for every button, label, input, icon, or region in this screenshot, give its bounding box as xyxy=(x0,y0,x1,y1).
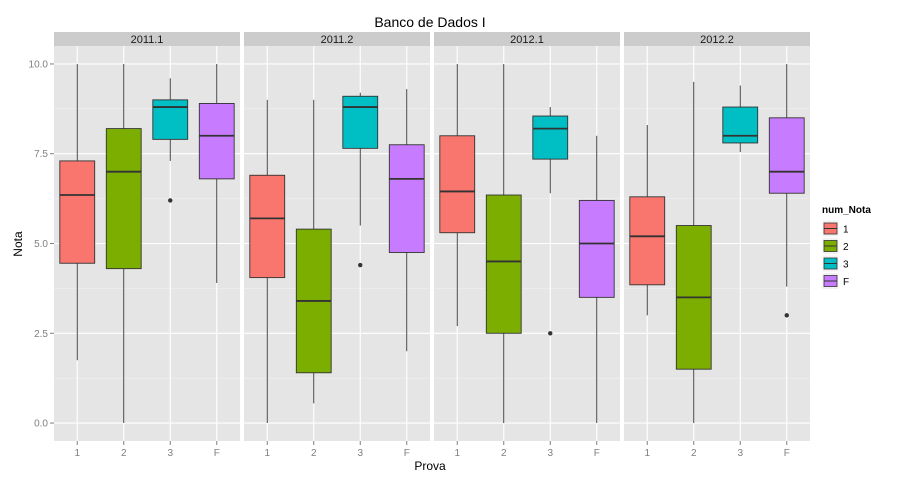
facet-strip xyxy=(624,32,810,46)
chart-title: Banco de Dados I xyxy=(374,14,485,30)
box-2 xyxy=(105,63,142,424)
box-body xyxy=(198,103,235,180)
facet-strip-label: 2012.2 xyxy=(700,34,734,46)
legend-label: 3 xyxy=(843,260,849,271)
box-2 xyxy=(295,99,332,404)
legend-label: 1 xyxy=(843,225,849,236)
box-body xyxy=(388,144,425,253)
x-tick-label: 3 xyxy=(357,448,363,459)
box-1 xyxy=(249,99,286,424)
x-tick-label: 2 xyxy=(501,448,507,459)
facet-strip xyxy=(434,32,620,46)
box-body xyxy=(629,196,666,286)
x-tick-label: 2 xyxy=(121,448,127,459)
box-body xyxy=(152,99,189,140)
box-body xyxy=(532,115,569,160)
box-3 xyxy=(532,107,569,336)
facet-strip-label: 2012.1 xyxy=(510,34,544,46)
legend-label: 2 xyxy=(843,242,849,253)
y-tick-label: 0.0 xyxy=(34,419,48,430)
box-F xyxy=(388,89,425,352)
plot-area: 0.0 2.5 5.0 7.5 10.0 2011.1 1 2 3 F 2011.2 1 2 3 F 2012… xyxy=(29,32,810,459)
y-axis-title: Nota xyxy=(11,231,25,257)
outlier-point xyxy=(168,198,173,203)
box-2 xyxy=(675,81,712,424)
x-tick-label: 1 xyxy=(264,448,270,459)
box-F xyxy=(198,63,235,283)
legend-label: F xyxy=(843,277,849,288)
x-tick-label: 3 xyxy=(167,448,173,459)
box-body xyxy=(342,95,379,149)
x-tick-label: F xyxy=(214,448,220,459)
y-tick-label: 5.0 xyxy=(34,239,48,250)
box-body xyxy=(59,160,96,264)
facet-strip xyxy=(244,32,430,46)
box-F xyxy=(768,63,805,318)
x-tick-label: 3 xyxy=(547,448,553,459)
x-tick-label: F xyxy=(404,448,410,459)
x-tick-label: 3 xyxy=(737,448,743,459)
box-body xyxy=(439,135,476,234)
x-tick-label: F xyxy=(784,448,790,459)
box-body xyxy=(485,194,522,334)
legend-title: num_Nota xyxy=(822,205,871,216)
outlier-point xyxy=(358,262,363,268)
x-tick-label: 1 xyxy=(644,448,650,459)
x-tick-label: 1 xyxy=(74,448,80,459)
box-3 xyxy=(342,92,379,268)
box-1 xyxy=(439,63,476,327)
y-tick-label: 10.0 xyxy=(29,59,49,70)
box-body xyxy=(578,199,615,298)
y-tick-label: 2.5 xyxy=(34,329,48,340)
box-body xyxy=(105,128,142,270)
box-1 xyxy=(59,63,96,361)
box-1 xyxy=(629,125,666,316)
box-body xyxy=(249,174,286,279)
x-tick-label: F xyxy=(594,448,600,459)
y-tick-label: 7.5 xyxy=(34,149,48,160)
x-tick-label: 2 xyxy=(311,448,317,459)
facet-strip-label: 2011.2 xyxy=(321,34,354,46)
legend: 1 2 3 F xyxy=(821,219,849,290)
box-body xyxy=(722,106,759,144)
outlier-point xyxy=(548,331,553,336)
box-F xyxy=(578,135,615,424)
facet-strip xyxy=(54,32,240,46)
facet-strip-label: 2011.1 xyxy=(131,34,164,46)
x-axis-title: Prova xyxy=(414,459,446,473)
box-3 xyxy=(722,85,759,152)
x-tick-label: 2 xyxy=(691,448,697,459)
box-2 xyxy=(485,63,522,424)
box-3 xyxy=(152,78,189,203)
box-body xyxy=(768,117,805,194)
x-tick-label: 1 xyxy=(454,448,460,459)
outlier-point xyxy=(784,313,789,318)
